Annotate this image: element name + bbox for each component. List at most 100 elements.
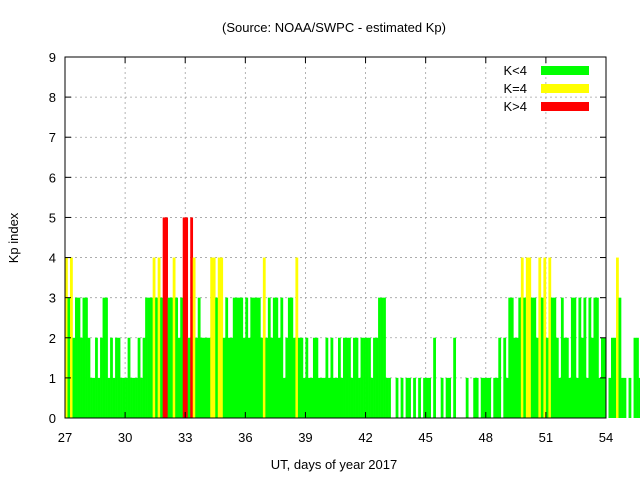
kp-bar — [120, 377, 123, 418]
kp-bar — [192, 257, 196, 418]
kp-bar — [540, 297, 544, 418]
y-tick-label: 9 — [49, 50, 56, 65]
kp-bar — [508, 297, 512, 418]
kp-bar — [580, 337, 584, 418]
x-tick-label: 39 — [298, 430, 312, 445]
x-tick-label: 45 — [418, 430, 432, 445]
kp-bar — [275, 297, 279, 418]
kp-bar — [290, 297, 294, 418]
kp-bar — [353, 337, 356, 418]
kp-bar — [67, 297, 71, 418]
kp-bar — [210, 257, 214, 418]
plot-frame — [64, 56, 607, 419]
kp-bar — [222, 337, 226, 418]
kp-bar — [105, 297, 108, 418]
kp-bar — [162, 217, 166, 418]
kp-bar — [232, 297, 236, 418]
kp-bar — [157, 257, 161, 418]
kp-bar — [621, 377, 624, 418]
kp-bar — [628, 377, 632, 418]
kp-bar — [75, 297, 78, 418]
legend-item-high: K>4 — [504, 99, 589, 114]
kp-bar — [530, 297, 534, 418]
kp-bar — [287, 297, 291, 418]
kp-bar — [180, 297, 184, 418]
kp-bar — [102, 297, 106, 418]
kp-bar — [623, 377, 627, 418]
y-axis-label: Kp index — [6, 212, 21, 263]
kp-bar — [495, 377, 499, 418]
kp-bar — [350, 377, 354, 418]
kp-bar — [338, 337, 341, 418]
kp-bar — [77, 297, 81, 418]
kp-bar — [413, 377, 416, 418]
kp-bar — [115, 337, 118, 418]
kp-bar — [358, 377, 361, 418]
x-tick-label: 54 — [599, 430, 613, 445]
legend-item-mid: K=4 — [504, 81, 589, 96]
y-tick-label: 2 — [49, 331, 56, 346]
kp-bar — [267, 297, 271, 418]
kp-bar — [315, 337, 319, 418]
legend-swatch-low — [541, 66, 589, 75]
x-tick-label: 42 — [358, 430, 372, 445]
kp-bar — [555, 337, 559, 418]
kp-bar — [262, 257, 266, 418]
kp-bar — [388, 377, 391, 418]
kp-bar — [300, 337, 304, 418]
kp-bar — [518, 297, 522, 418]
kp-bar — [545, 337, 549, 418]
kp-bar — [525, 257, 529, 418]
y-tick-label: 1 — [49, 371, 56, 386]
x-tick-label: 48 — [479, 430, 493, 445]
kp-bar — [368, 337, 371, 418]
kp-bar — [170, 297, 173, 418]
kp-bar — [345, 337, 349, 418]
y-tick-label: 0 — [49, 411, 56, 426]
kp-bar — [448, 377, 452, 418]
kp-bar — [85, 297, 88, 418]
kp-bar — [285, 337, 289, 418]
kp-bar — [365, 337, 369, 418]
kp-bar — [332, 377, 336, 418]
kp-bar — [277, 337, 281, 418]
axis-ticks — [64, 56, 607, 419]
kp-bar — [132, 377, 136, 418]
kp-bar — [480, 377, 484, 418]
kp-bar — [638, 377, 640, 418]
kp-bar — [385, 377, 389, 418]
kp-bar — [145, 297, 148, 418]
x-tick-label: 36 — [238, 430, 252, 445]
kp-bar — [82, 297, 86, 418]
kp-bar — [400, 377, 404, 418]
kp-bar — [165, 217, 168, 418]
kp-bar — [217, 257, 221, 418]
kp-bar — [310, 377, 314, 418]
kp-bar — [237, 297, 241, 418]
kp-bar — [80, 337, 83, 418]
kp-bar — [107, 377, 111, 418]
kp-bar — [428, 377, 431, 418]
x-tick-label: 30 — [118, 430, 132, 445]
kp-bar — [515, 337, 519, 418]
kp-bar — [335, 377, 339, 418]
legend-item-low: K<4 — [504, 63, 589, 78]
kp-bar — [295, 257, 299, 418]
kp-bar — [305, 337, 309, 418]
kp-bar — [185, 217, 189, 418]
x-tick-label: 27 — [58, 430, 72, 445]
kp-bar — [160, 297, 163, 418]
kp-bar — [488, 377, 492, 418]
kp-bar — [405, 377, 409, 418]
kp-bar — [97, 377, 101, 418]
kp-bar — [475, 377, 479, 418]
kp-bar — [307, 377, 311, 418]
kp-bar — [225, 297, 229, 418]
kp-bar — [593, 297, 597, 418]
kp-bar — [235, 297, 239, 418]
kp-bar — [265, 337, 269, 418]
y-tick-label: 4 — [49, 251, 56, 266]
kp-bar — [92, 377, 96, 418]
kp-bar — [558, 377, 562, 418]
